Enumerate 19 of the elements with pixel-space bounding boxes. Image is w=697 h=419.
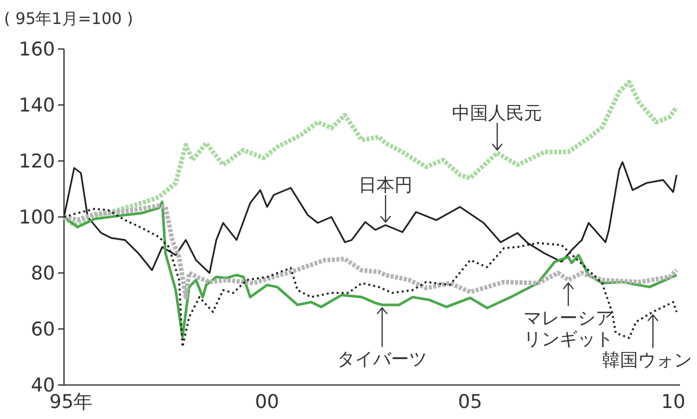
y-tick-label: 80 (30, 262, 55, 284)
y-tick-label: 140 (18, 94, 55, 116)
y-tick-label: 160 (18, 38, 55, 60)
annotation: 中国人民元 (452, 102, 542, 151)
annotation: 韓国ウォン (602, 350, 692, 371)
y-tick-label: 100 (18, 206, 55, 228)
annotation: 中国人民元 (452, 102, 542, 124)
ylabel: ( 95年1月=100 ) (4, 9, 134, 28)
x-tick-label: 00 (254, 391, 280, 413)
annotation: タイバーツ (337, 348, 428, 370)
annotation: タイバーツ (337, 306, 428, 370)
x-tick-label: 05 (458, 391, 482, 413)
y-tick-label: 60 (30, 318, 55, 340)
annotation: マレーシアリンギット (523, 308, 614, 350)
x-tick-label: 10 (661, 391, 686, 413)
annotation: 日本円 (358, 175, 413, 196)
annotation: マレーシアリンギット (523, 282, 614, 350)
x-tick-label: 95年 (49, 391, 93, 413)
y-tick-label: 120 (18, 150, 55, 172)
